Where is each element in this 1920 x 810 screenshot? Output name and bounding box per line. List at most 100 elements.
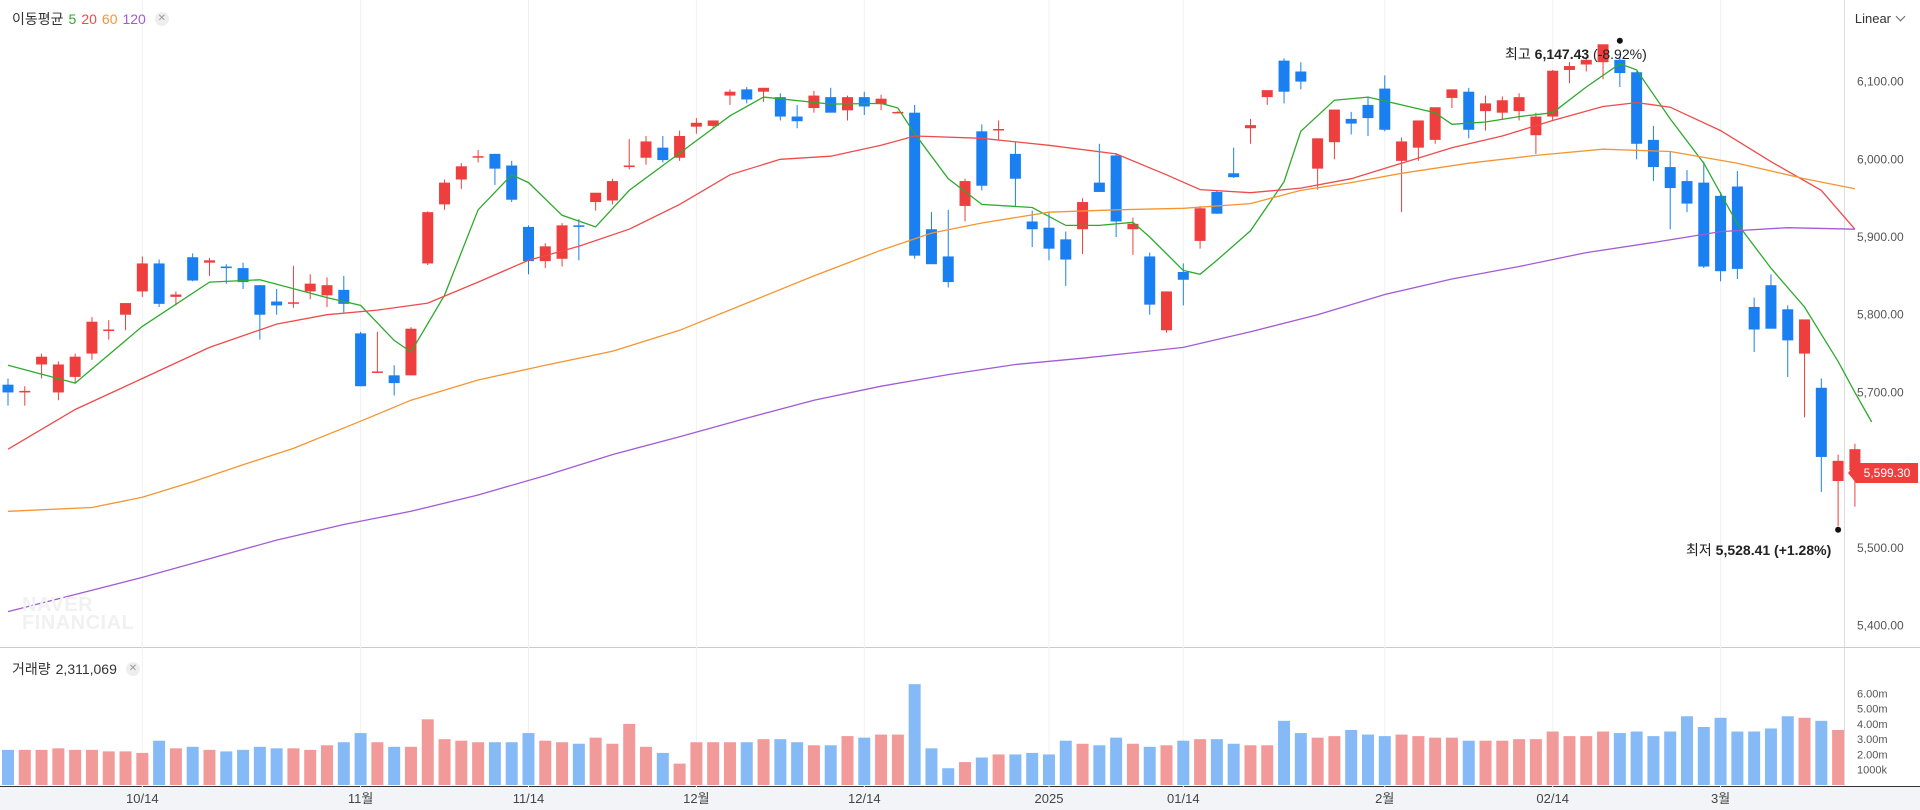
volume-bar bbox=[875, 734, 888, 785]
ma60-label[interactable]: 60 bbox=[101, 11, 118, 27]
candle bbox=[1496, 96, 1508, 120]
candle-body bbox=[489, 153, 501, 169]
candle bbox=[606, 178, 618, 205]
candle bbox=[1681, 170, 1693, 213]
candle-body bbox=[19, 390, 31, 393]
volume-bar bbox=[539, 740, 552, 785]
candle bbox=[1480, 95, 1492, 131]
candle-body bbox=[187, 257, 199, 281]
candle-body bbox=[1631, 72, 1643, 144]
time-axis-label: 11월 bbox=[348, 791, 373, 806]
volume-legend: 거래량 2,311,069 ✕ bbox=[12, 659, 140, 679]
candle bbox=[1110, 153, 1122, 238]
volume-bar bbox=[1160, 745, 1173, 785]
volume-bar bbox=[1261, 745, 1274, 785]
price-tick-label: 5,400.00 bbox=[1857, 619, 1904, 633]
candle bbox=[1161, 291, 1173, 333]
volume-bar bbox=[1042, 754, 1055, 785]
volume-bar bbox=[1026, 752, 1039, 785]
candle-body bbox=[153, 263, 165, 304]
time-axis-label: 2025 bbox=[1035, 791, 1064, 806]
candle-body bbox=[640, 141, 652, 158]
volume-bar bbox=[925, 748, 938, 785]
candle bbox=[321, 277, 333, 307]
candle bbox=[388, 365, 400, 396]
candle bbox=[724, 89, 736, 105]
volume-bar bbox=[1731, 731, 1744, 785]
volume-legend-label: 거래량 bbox=[12, 661, 51, 677]
candle-body bbox=[539, 246, 551, 262]
candle bbox=[942, 209, 954, 288]
candle-body bbox=[1110, 155, 1122, 222]
candle bbox=[1228, 147, 1240, 178]
volume-bar bbox=[942, 768, 955, 785]
close-icon[interactable]: ✕ bbox=[154, 12, 169, 26]
candle-body bbox=[1362, 104, 1374, 119]
ma20-label[interactable]: 20 bbox=[81, 11, 97, 27]
candle-body bbox=[1211, 191, 1223, 214]
volume-bar bbox=[1345, 730, 1358, 785]
low-note-pct: (+1.28%) bbox=[1774, 542, 1832, 558]
volume-bar bbox=[1429, 737, 1442, 785]
candle bbox=[1597, 44, 1609, 80]
watermark-logo: NAVER FINANCIAL bbox=[22, 595, 134, 633]
candle bbox=[892, 111, 904, 114]
candle bbox=[455, 163, 467, 189]
volume-bar bbox=[1832, 730, 1845, 785]
volume-bar bbox=[589, 737, 602, 785]
volume-bar bbox=[841, 736, 854, 785]
time-axis-band bbox=[0, 787, 1920, 810]
candle-body bbox=[271, 301, 283, 306]
candle-body bbox=[388, 375, 400, 384]
moving-average-line-ma60 bbox=[7, 148, 1856, 512]
candle bbox=[136, 256, 148, 297]
candle bbox=[103, 320, 115, 340]
time-axis-label: 01/14 bbox=[1167, 791, 1200, 806]
candle-body bbox=[1446, 89, 1458, 98]
candle bbox=[1815, 378, 1827, 492]
candle-body bbox=[1026, 221, 1038, 230]
volume-bar bbox=[707, 742, 720, 785]
volume-bar bbox=[169, 748, 182, 785]
candle-body bbox=[1647, 139, 1659, 168]
candle bbox=[741, 87, 753, 104]
candle-body bbox=[1396, 141, 1408, 161]
candle-body bbox=[1161, 291, 1173, 331]
candle-body bbox=[825, 97, 837, 113]
volume-bar bbox=[1781, 716, 1794, 785]
candle-body bbox=[455, 166, 467, 180]
candle-body bbox=[1731, 186, 1743, 269]
high-note: 최고 6,147.43 (-8.92%) bbox=[1505, 44, 1647, 64]
candle bbox=[1563, 62, 1575, 84]
scale-mode-button[interactable]: Linear bbox=[1855, 11, 1906, 26]
close-icon[interactable]: ✕ bbox=[125, 662, 140, 676]
candle-body bbox=[1144, 256, 1156, 305]
volume-bar bbox=[1496, 740, 1509, 785]
ma5-label[interactable]: 5 bbox=[68, 11, 77, 27]
volume-bar bbox=[321, 745, 334, 785]
volume-bar bbox=[1681, 716, 1693, 785]
volume-bar bbox=[488, 742, 501, 785]
candle-body bbox=[203, 260, 215, 263]
candle bbox=[422, 211, 434, 265]
volume-bar bbox=[959, 762, 972, 785]
candle bbox=[1328, 109, 1340, 160]
volume-bar bbox=[1328, 736, 1341, 785]
candle-body bbox=[1463, 91, 1475, 130]
volume-bar bbox=[1294, 733, 1307, 785]
candle bbox=[758, 87, 770, 102]
candle bbox=[472, 149, 484, 163]
candle bbox=[2, 378, 14, 406]
ma120-label[interactable]: 120 bbox=[122, 11, 146, 27]
candle-body bbox=[1715, 195, 1727, 272]
candle-body bbox=[724, 91, 736, 96]
candle-body bbox=[623, 165, 635, 168]
candle bbox=[791, 104, 803, 129]
volume-bar bbox=[270, 748, 283, 785]
volume-bar bbox=[421, 719, 434, 785]
candle bbox=[19, 386, 31, 406]
volume-bar bbox=[1664, 731, 1677, 785]
volume-bar bbox=[975, 757, 988, 785]
volume-bar bbox=[992, 754, 1005, 785]
